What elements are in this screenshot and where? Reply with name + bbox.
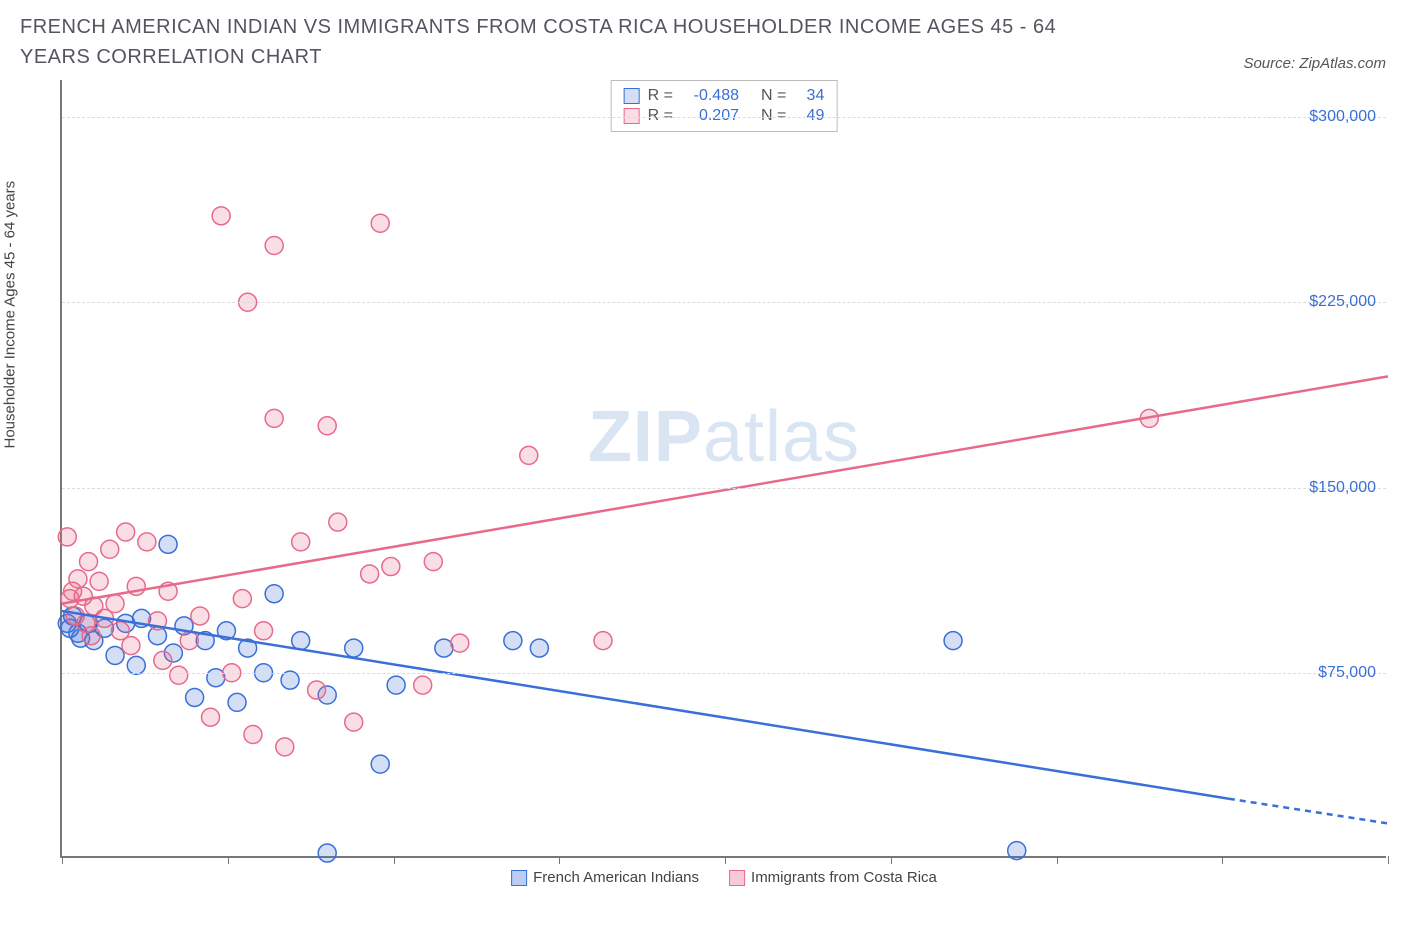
data-point: [276, 738, 294, 756]
data-point: [382, 558, 400, 576]
legend-item: Immigrants from Costa Rica: [729, 869, 937, 886]
stat-r-label: R =: [648, 87, 673, 105]
x-tick: [891, 856, 892, 864]
y-tick-label: $75,000: [1318, 664, 1376, 682]
data-point: [180, 632, 198, 650]
data-point: [281, 671, 299, 689]
y-tick-label: $225,000: [1309, 293, 1376, 311]
data-point: [191, 607, 209, 625]
chart-svg: [62, 80, 1388, 858]
x-tick: [228, 856, 229, 864]
data-point: [520, 446, 538, 464]
data-point: [69, 570, 87, 588]
data-point: [371, 214, 389, 232]
stat-r-value: 0.207: [681, 107, 739, 125]
data-point: [361, 565, 379, 583]
data-point: [154, 651, 172, 669]
x-tick: [1057, 856, 1058, 864]
legend-label: French American Indians: [533, 869, 699, 886]
data-point: [212, 207, 230, 225]
data-point: [228, 693, 246, 711]
stats-row: R = -0.488 N = 34: [624, 87, 825, 105]
stats-swatch: [624, 108, 640, 124]
chart-area: Householder Income Ages 45 - 64 years ZI…: [20, 80, 1386, 900]
data-point: [345, 639, 363, 657]
data-point: [318, 417, 336, 435]
gridline: [62, 673, 1386, 674]
data-point: [138, 533, 156, 551]
stat-r-value: -0.488: [681, 87, 739, 105]
data-point: [944, 632, 962, 650]
data-point: [414, 676, 432, 694]
data-point: [233, 590, 251, 608]
chart-title: FRENCH AMERICAN INDIAN VS IMMIGRANTS FRO…: [20, 12, 1120, 72]
data-point: [292, 533, 310, 551]
data-point: [255, 622, 273, 640]
data-point: [90, 572, 108, 590]
x-tick: [559, 856, 560, 864]
legend-label: Immigrants from Costa Rica: [751, 869, 937, 886]
data-point: [122, 637, 140, 655]
data-point: [127, 656, 145, 674]
data-point: [170, 666, 188, 684]
y-tick-label: $300,000: [1309, 108, 1376, 126]
data-point: [371, 755, 389, 773]
data-point: [80, 553, 98, 571]
data-point: [159, 535, 177, 553]
legend-swatch: [511, 870, 527, 886]
data-point: [1008, 842, 1026, 860]
stat-r-label: R =: [648, 107, 673, 125]
data-point: [117, 523, 135, 541]
legend-swatch: [729, 870, 745, 886]
data-point: [265, 409, 283, 427]
data-point: [106, 646, 124, 664]
data-point: [186, 688, 204, 706]
gridline: [62, 302, 1386, 303]
bottom-legend: French American Indians Immigrants from C…: [511, 869, 937, 886]
data-point: [101, 540, 119, 558]
chart-source: Source: ZipAtlas.com: [1243, 55, 1386, 72]
x-tick: [394, 856, 395, 864]
gridline: [62, 117, 1386, 118]
y-tick-label: $150,000: [1309, 479, 1376, 497]
stats-swatch: [624, 88, 640, 104]
data-point: [292, 632, 310, 650]
data-point: [451, 634, 469, 652]
stat-n-label: N =: [761, 107, 786, 125]
gridline: [62, 488, 1386, 489]
chart-header: FRENCH AMERICAN INDIAN VS IMMIGRANTS FRO…: [0, 0, 1406, 80]
data-point: [318, 844, 336, 862]
regression-line: [62, 376, 1388, 603]
x-tick: [1388, 856, 1389, 864]
stats-legend-box: R = -0.488 N = 34 R = 0.207 N = 49: [611, 80, 838, 132]
data-point: [265, 585, 283, 603]
data-point: [82, 627, 100, 645]
data-point: [202, 708, 220, 726]
data-point: [345, 713, 363, 731]
plot-region: ZIPatlas R =-0.488N =34R =0.207N =49 $75…: [60, 80, 1386, 858]
data-point: [106, 595, 124, 613]
data-point: [424, 553, 442, 571]
stat-n-value: 49: [794, 107, 824, 125]
data-point: [387, 676, 405, 694]
data-point: [265, 236, 283, 254]
regression-line-extrapolated: [1229, 799, 1388, 824]
data-point: [244, 726, 262, 744]
data-point: [58, 528, 76, 546]
legend-item: French American Indians: [511, 869, 699, 886]
x-tick: [62, 856, 63, 864]
data-point: [308, 681, 326, 699]
stat-n-value: 34: [794, 87, 824, 105]
data-point: [329, 513, 347, 531]
data-point: [594, 632, 612, 650]
data-point: [530, 639, 548, 657]
data-point: [504, 632, 522, 650]
stats-row: R = 0.207 N = 49: [624, 107, 825, 125]
x-tick: [1222, 856, 1223, 864]
stat-n-label: N =: [761, 87, 786, 105]
y-axis-label: Householder Income Ages 45 - 64 years: [2, 181, 19, 449]
x-tick: [725, 856, 726, 864]
